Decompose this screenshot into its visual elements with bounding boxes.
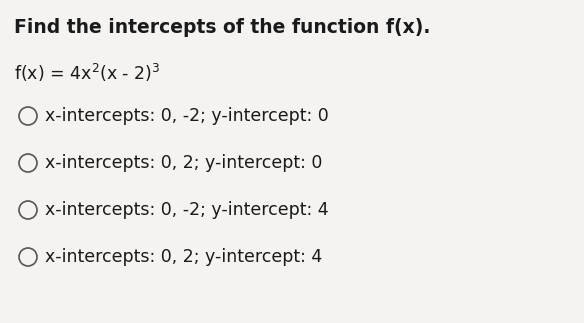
Text: x-intercepts: 0, 2; y-intercept: 0: x-intercepts: 0, 2; y-intercept: 0	[45, 154, 322, 172]
Text: x-intercepts: 0, -2; y-intercept: 4: x-intercepts: 0, -2; y-intercept: 4	[45, 201, 329, 219]
Text: f(x) = 4x$^2$(x - 2)$^3$: f(x) = 4x$^2$(x - 2)$^3$	[14, 62, 161, 84]
Text: x-intercepts: 0, -2; y-intercept: 0: x-intercepts: 0, -2; y-intercept: 0	[45, 107, 329, 125]
Text: x-intercepts: 0, 2; y-intercept: 4: x-intercepts: 0, 2; y-intercept: 4	[45, 248, 322, 266]
Text: Find the intercepts of the function f(x).: Find the intercepts of the function f(x)…	[14, 18, 430, 37]
